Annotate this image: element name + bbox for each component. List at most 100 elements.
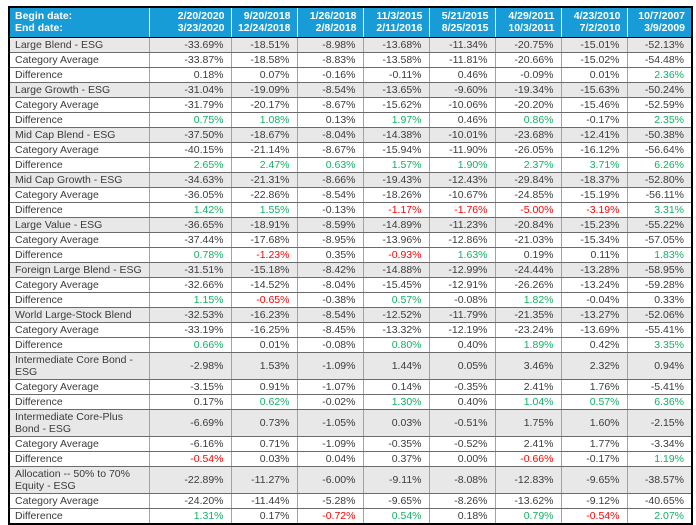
value-cell: -55.22%	[627, 217, 692, 233]
row-label: Allocation -- 50% to 70% Equity - ESG	[9, 466, 150, 494]
value-cell: -0.65%	[231, 292, 298, 308]
value-cell: 0.18%	[149, 67, 232, 83]
value-cell: -3.19%	[561, 202, 628, 218]
value-cell: -32.53%	[149, 307, 232, 323]
value-cell: -6.69%	[149, 409, 232, 437]
value-cell: -9.11%	[363, 466, 430, 494]
value-cell: -15.62%	[363, 97, 430, 113]
performance-table-container: Begin date: End date: 2/20/2020 3/23/2020…	[8, 6, 693, 525]
value-cell: -18.26%	[363, 187, 430, 203]
value-cell: -52.59%	[627, 97, 692, 113]
row-label: Category Average	[9, 52, 150, 68]
value-cell: 2.37%	[495, 157, 562, 173]
value-cell: 1.63%	[429, 247, 496, 263]
value-cell: -11.23%	[429, 217, 496, 233]
value-cell: 0.40%	[429, 337, 496, 353]
value-cell: -3.15%	[149, 379, 232, 395]
fund-esg-row: Allocation -- 50% to 70% Equity - ESG -22…	[9, 466, 692, 494]
row-label: Category Average	[9, 277, 150, 293]
fund-esg-row: Large Blend - ESG -33.69% -18.51% -8.98% -13…	[9, 37, 692, 53]
value-cell: 1.82%	[495, 292, 562, 308]
value-cell: 0.46%	[429, 112, 496, 128]
value-cell: -13.69%	[561, 322, 628, 338]
row-label: Large Growth - ESG	[9, 82, 150, 98]
period-column-header: 5/21/2015 8/25/2015	[429, 7, 496, 38]
value-cell: -16.25%	[231, 322, 298, 338]
value-cell: -33.19%	[149, 322, 232, 338]
value-cell: -56.11%	[627, 187, 692, 203]
value-cell: -8.54%	[297, 307, 364, 323]
value-cell: -52.13%	[627, 37, 692, 53]
value-cell: -26.26%	[495, 277, 562, 293]
value-cell: -1.23%	[231, 247, 298, 263]
value-cell: -5.28%	[297, 493, 364, 509]
value-cell: 1.76%	[561, 379, 628, 395]
begin-date: 1/26/2018	[309, 9, 357, 22]
begin-date: 11/3/2015	[376, 9, 423, 22]
value-cell: 0.03%	[363, 409, 430, 437]
value-cell: -26.05%	[495, 142, 562, 158]
value-cell: -18.58%	[231, 52, 298, 68]
value-cell: -12.91%	[429, 277, 496, 293]
value-cell: -9.12%	[561, 493, 628, 509]
value-cell: -8.04%	[297, 127, 364, 143]
value-cell: -13.65%	[363, 82, 430, 98]
value-cell: 1.90%	[429, 157, 496, 173]
period-column-header: 4/23/2010 7/2/2010	[561, 7, 628, 38]
end-date: 8/25/2015	[441, 22, 489, 35]
row-label: Large Value - ESG	[9, 217, 150, 233]
value-cell: -54.48%	[627, 52, 692, 68]
value-cell: -2.98%	[149, 352, 232, 380]
value-cell: -0.66%	[495, 451, 562, 467]
category-average-row: Category Average -32.66% -14.52% -8.04% -15.…	[9, 277, 692, 293]
value-cell: -13.24%	[561, 277, 628, 293]
value-cell: -24.85%	[495, 187, 562, 203]
begin-date: 5/21/2015	[441, 9, 489, 22]
row-label: Large Blend - ESG	[9, 37, 150, 53]
value-cell: 0.11%	[561, 247, 628, 263]
value-cell: -0.54%	[149, 451, 232, 467]
value-cell: -57.05%	[627, 232, 692, 248]
begin-date: 9/20/2018	[243, 9, 291, 22]
value-cell: -14.52%	[231, 277, 298, 293]
value-cell: -0.13%	[297, 202, 364, 218]
value-cell: -16.12%	[561, 142, 628, 158]
value-cell: 6.36%	[627, 394, 692, 410]
value-cell: -11.27%	[231, 466, 298, 494]
row-label: World Large-Stock Blend	[9, 307, 150, 323]
value-cell: -37.44%	[149, 232, 232, 248]
value-cell: -21.14%	[231, 142, 298, 158]
value-cell: -0.54%	[561, 508, 628, 524]
value-cell: 0.17%	[149, 394, 232, 410]
value-cell: 0.14%	[363, 379, 430, 395]
value-cell: -12.86%	[429, 232, 496, 248]
value-cell: 2.41%	[495, 436, 562, 452]
value-cell: 0.63%	[297, 157, 364, 173]
value-cell: 0.79%	[495, 508, 562, 524]
value-cell: 1.75%	[495, 409, 562, 437]
value-cell: -8.45%	[297, 322, 364, 338]
value-cell: 1.08%	[231, 112, 298, 128]
value-cell: -14.89%	[363, 217, 430, 233]
value-cell: -13.58%	[363, 52, 430, 68]
difference-row: Difference 0.75% 1.08% 0.13% 1.97% 0.46% 0.86%…	[9, 112, 692, 128]
value-cell: -1.76%	[429, 202, 496, 218]
value-cell: -58.95%	[627, 262, 692, 278]
value-cell: 0.66%	[149, 337, 232, 353]
value-cell: -0.02%	[297, 394, 364, 410]
category-average-row: Category Average -24.20% -11.44% -5.28% -9.6…	[9, 493, 692, 509]
value-cell: 1.19%	[627, 451, 692, 467]
value-cell: -8.66%	[297, 172, 364, 188]
row-label: Category Average	[9, 379, 150, 395]
end-date: 12/24/2018	[237, 22, 291, 35]
value-cell: 2.32%	[561, 352, 628, 380]
value-cell: 0.00%	[429, 451, 496, 467]
value-cell: -1.05%	[297, 409, 364, 437]
difference-row: Difference 0.78% -1.23% 0.35% -0.93% 1.63% 0.1…	[9, 247, 692, 263]
row-label: Category Average	[9, 187, 150, 203]
value-cell: -0.72%	[297, 508, 364, 524]
value-cell: 0.35%	[297, 247, 364, 263]
value-cell: 1.60%	[561, 409, 628, 437]
value-cell: 2.07%	[627, 508, 692, 524]
difference-row: Difference 2.65% 2.47% 0.63% 1.57% 1.90% 2.37%…	[9, 157, 692, 173]
